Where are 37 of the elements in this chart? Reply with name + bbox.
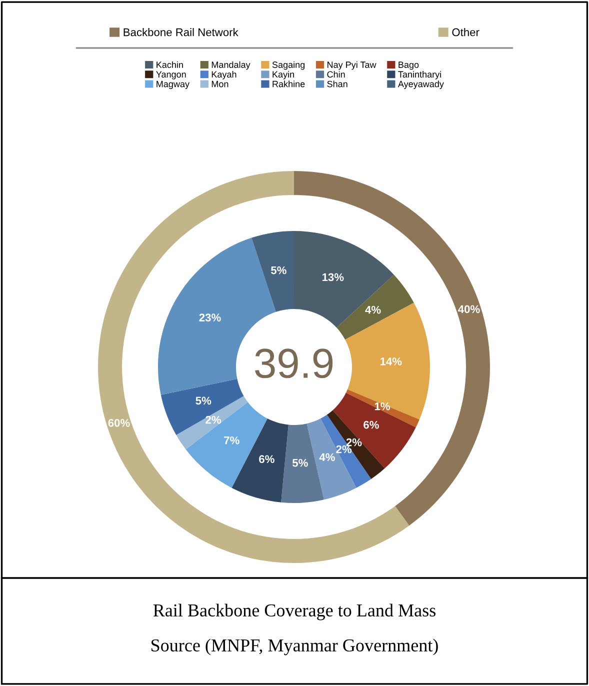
text: 39.9 <box>255 348 333 378</box>
legend-label: Chin <box>327 70 345 78</box>
data-label: 5% <box>270 266 286 274</box>
data-label: 13% <box>322 273 344 282</box>
legend-label: Tanintharyi <box>398 70 441 80</box>
data-label: 5% <box>292 458 308 467</box>
legend-label: Nay Pyi Taw <box>328 61 376 70</box>
data-label: 6% <box>364 420 379 429</box>
data-label: 6% <box>259 455 274 464</box>
data-label: 2% <box>346 438 362 446</box>
legend-label: Bago <box>398 62 419 70</box>
data-label: 7% <box>224 436 240 444</box>
data-label: 5% <box>196 396 212 405</box>
text: Rail Backbone Coverage to Land Mass <box>153 604 436 620</box>
legend-label: Sagaing <box>272 61 305 70</box>
legend-label: Mandalay <box>212 61 250 70</box>
data-label: 40% <box>458 305 480 314</box>
legend-label: Kachin <box>156 61 183 68</box>
legend-label: Ayeyawady <box>398 80 444 90</box>
data-label: 2% <box>336 445 352 454</box>
data-label: 4% <box>319 453 335 462</box>
legend-label: Backbone Rail Network <box>124 28 238 36</box>
legend-label: Rakhine <box>272 80 305 88</box>
data-label: 14% <box>380 358 402 366</box>
legend-label: Other <box>452 28 480 36</box>
data-label: 60% <box>108 418 130 427</box>
data-label: 2% <box>206 416 221 424</box>
data-label: 4% <box>365 306 381 314</box>
legend-label: Shan <box>327 80 348 88</box>
legend-label: Kayah <box>212 70 236 80</box>
legend-label: Magway <box>156 80 190 90</box>
data-label: 1% <box>374 402 390 410</box>
legend-label: Mon <box>212 80 228 88</box>
source-note: Source (MNPF, Myanmar Government) <box>152 638 438 656</box>
data-label: 23% <box>199 314 221 322</box>
legend-label: Kayin <box>272 70 294 80</box>
legend-label: Yangon <box>156 71 186 80</box>
